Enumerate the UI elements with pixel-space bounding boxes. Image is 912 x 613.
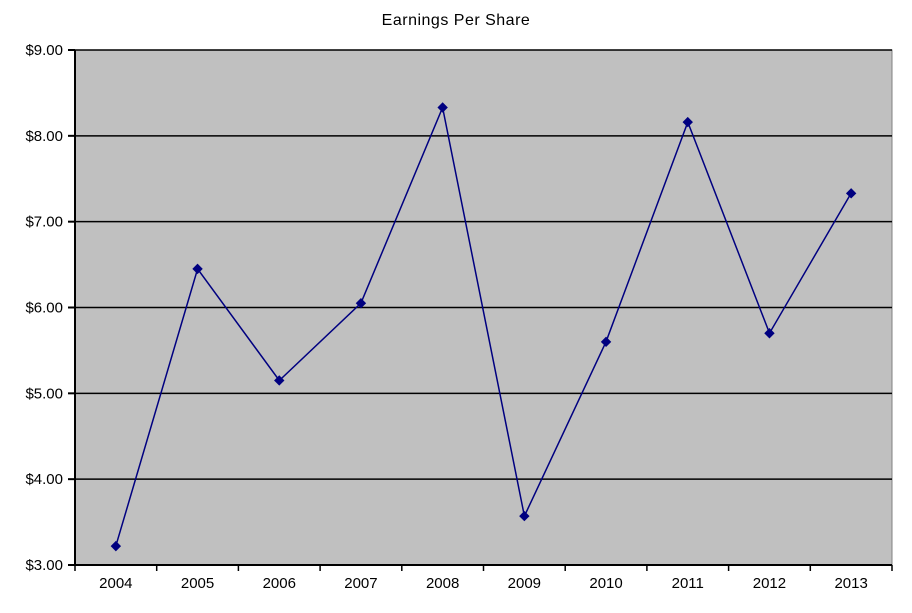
y-axis-label: $4.00	[25, 471, 63, 488]
x-axis-label: 2008	[426, 575, 459, 592]
y-axis-ticks	[68, 49, 75, 566]
x-axis-label: 2006	[263, 575, 296, 592]
y-axis-label: $7.00	[25, 214, 63, 231]
eps-line	[115, 104, 852, 547]
x-axis-labels: 2004 2005 2006 2007 2008 2009 2010 2011 2012 2013	[99, 575, 868, 592]
y-axis-label: $9.00	[25, 42, 63, 59]
data-point-2011	[682, 116, 693, 128]
y-axis-labels: $3.00 $4.00 $5.00 $6.00 $7.00 $8.00 $9.00	[25, 42, 63, 574]
gridlines	[75, 49, 892, 480]
y-axis-label: $8.00	[25, 128, 63, 145]
data-point-2004	[110, 540, 122, 552]
data-point-2013	[845, 188, 857, 199]
x-axis-label: 2009	[508, 575, 541, 592]
data-point-2006	[274, 375, 285, 386]
x-axis-label: 2013	[834, 575, 867, 592]
x-axis-label: 2004	[99, 575, 132, 592]
y-axis-label: $3.00	[25, 557, 63, 574]
x-axis-label: 2005	[181, 575, 214, 592]
chart-title: Earnings Per Share	[382, 12, 531, 29]
line-series	[115, 104, 852, 547]
y-axis-label: $6.00	[25, 300, 63, 317]
data-point-2008	[437, 102, 448, 113]
data-point-2009	[519, 510, 530, 522]
data-point-2007	[355, 298, 367, 309]
y-axis-label: $5.00	[25, 385, 63, 402]
data-point-2012	[764, 328, 775, 339]
x-axis-label: 2010	[589, 575, 622, 592]
data-point-2010	[600, 336, 612, 348]
data-point-markers	[110, 102, 857, 552]
data-point-2005	[192, 263, 203, 275]
x-axis-label: 2007	[344, 575, 377, 592]
x-axis-label: 2012	[753, 575, 786, 592]
x-axis-label: 2011	[672, 575, 704, 592]
